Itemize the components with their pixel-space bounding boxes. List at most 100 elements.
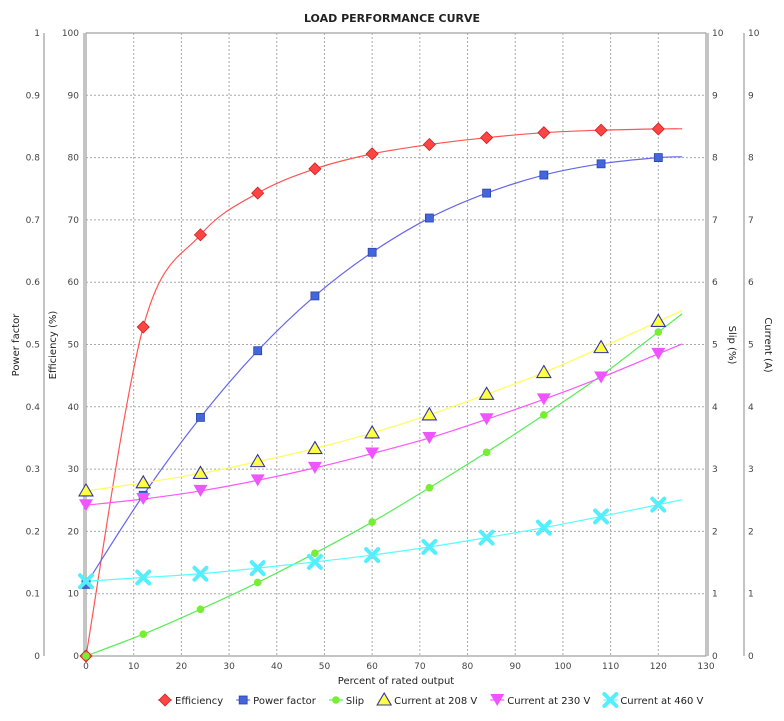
current-at-208-v-point: [306, 440, 323, 455]
efficiency-tick-label: 10: [68, 590, 80, 600]
efficiency-point: [136, 320, 150, 334]
power-factor-tick-label: 0.5: [26, 341, 40, 351]
slip-point: [368, 518, 376, 526]
slip-point: [253, 578, 262, 587]
efficiency-tick-label: 30: [68, 465, 80, 475]
slip-point: [425, 483, 434, 492]
current-at-460-v-point-stroke: [650, 496, 667, 513]
efficiency-axis-label: Efficiency (%): [48, 311, 59, 380]
current-at-460-v-point: [593, 508, 610, 525]
series-layer: [78, 122, 683, 663]
current-at-460-v-point: [364, 547, 381, 564]
slip-tick-label: 7: [712, 216, 718, 226]
legend-marker-power-factor: [238, 695, 248, 705]
x-tick-label: 0: [83, 662, 89, 672]
current-at-460-v-point-stroke: [593, 508, 610, 525]
current-tick-label: 10: [748, 29, 760, 39]
current-at-230-v-point: [307, 461, 322, 474]
power-factor-tick-label: 0.9: [26, 91, 41, 101]
power-factor-tick-label: 0.3: [26, 465, 40, 475]
current-at-208-v-point: [478, 386, 495, 400]
current-at-208-v-point: [593, 339, 610, 354]
slip-point: [139, 630, 148, 638]
slip-tick-label: 5: [712, 341, 718, 351]
slip-tick-label: 10: [712, 29, 724, 39]
current-at-460-v-point: [535, 519, 552, 536]
efficiency-tick-label: 40: [68, 403, 80, 413]
current-tick-label: 8: [748, 154, 754, 164]
current-at-230-v-point: [365, 447, 380, 460]
current-at-230-v-point: [136, 493, 151, 506]
current-at-208-v-point: [535, 364, 552, 379]
efficiency-point: [308, 162, 322, 176]
legend-marker-efficiency: [158, 693, 172, 707]
current-at-460-v-point-stroke: [249, 560, 266, 577]
chart-title: LOAD PERFORMANCE CURVE: [304, 12, 480, 25]
current-at-460-v-point-stroke: [306, 553, 323, 570]
x-tick-label: 130: [697, 662, 714, 672]
current-at-460-v-point-stroke: [364, 547, 381, 564]
x-tick-label: 60: [366, 662, 378, 672]
slip-axis-label: Slip (%): [726, 326, 737, 365]
legend-marker-current-at-460-v: [602, 692, 619, 708]
current-tick-label: 9: [748, 91, 754, 101]
current-at-460-v-point: [650, 496, 667, 513]
efficiency-point: [651, 122, 665, 136]
current-at-230-v-point: [79, 499, 93, 512]
slip-point: [311, 549, 319, 558]
current-tick-label: 1: [748, 590, 754, 600]
current-at-460-v-point-stroke: [78, 573, 94, 590]
current-at-230-v-point: [479, 413, 494, 426]
efficiency-tick-label: 90: [68, 91, 80, 101]
x-tick-label: 20: [176, 662, 188, 672]
power-factor-tick-label: 0.2: [26, 527, 40, 537]
current-at-208-v-point: [78, 482, 94, 497]
efficiency-point: [594, 123, 608, 137]
power-factor-point: [196, 412, 205, 422]
power-factor-tick-label: 1: [34, 29, 40, 39]
efficiency-tick-label: 80: [68, 154, 80, 164]
current-at-230-v-line: [85, 343, 683, 506]
current-at-230-v-point: [536, 393, 551, 406]
current-at-230-v-point: [193, 484, 208, 497]
x-tick-label: 90: [510, 662, 522, 672]
legend-label-power-factor: Power factor: [253, 696, 317, 707]
x-tick-label: 10: [128, 662, 140, 672]
current-at-460-v-point: [306, 553, 323, 570]
legend-marker-current-at-208-v: [376, 691, 393, 706]
slip-point: [482, 448, 491, 457]
slip-tick-label: 4: [712, 403, 718, 413]
efficiency-tick-label: 50: [68, 341, 80, 351]
power-factor-point: [596, 159, 606, 169]
legend-marker-slip: [332, 696, 340, 704]
current-at-460-v-point-stroke: [192, 565, 209, 582]
power-factor-point: [539, 170, 549, 180]
current-at-208-v-point: [650, 313, 667, 327]
power-factor-point: [367, 247, 377, 257]
legend-label-slip: Slip: [346, 696, 364, 707]
efficiency-point: [422, 137, 436, 152]
current-at-230-v-point: [594, 371, 609, 384]
current-tick-label: 3: [748, 465, 754, 475]
efficiency-tick-label: 0: [73, 652, 79, 662]
current-tick-label: 7: [748, 216, 754, 226]
slip-tick-label: 1: [712, 590, 718, 600]
current-at-460-v-point-stroke: [535, 519, 552, 536]
slip-tick-label: 2: [712, 527, 718, 537]
power-factor-point: [653, 153, 663, 163]
current-at-208-v-point: [135, 474, 152, 489]
current-at-460-v-point-stroke: [478, 529, 495, 546]
x-axis-label: Percent of rated output: [338, 676, 455, 687]
current-at-230-v-point: [250, 474, 265, 487]
power-factor-point: [482, 188, 492, 198]
slip-point: [540, 411, 548, 419]
power-factor-tick-label: 0: [34, 652, 40, 662]
slip-point: [654, 328, 663, 336]
legend-marker-current-at-460-v-stroke: [602, 692, 619, 708]
efficiency-tick-label: 20: [68, 527, 80, 537]
slip-tick-label: 0: [712, 652, 718, 662]
slip-tick-label: 8: [712, 154, 718, 164]
current-at-208-v-point: [192, 465, 209, 480]
